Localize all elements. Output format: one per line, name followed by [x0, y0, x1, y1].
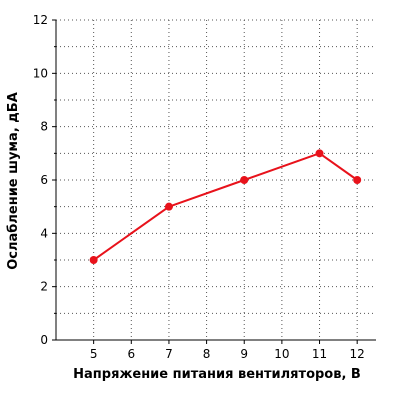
x-tick-label: 11 — [312, 347, 327, 361]
x-tick-label: 5 — [90, 347, 98, 361]
y-tick-label: 6 — [40, 173, 48, 187]
y-tick-label: 0 — [40, 333, 48, 347]
y-tick-label: 8 — [40, 120, 48, 134]
y-tick-label: 10 — [33, 66, 48, 80]
x-tick-label: 12 — [350, 347, 365, 361]
series-line — [93, 152, 358, 261]
data-point — [353, 176, 362, 184]
y-tick-label: 2 — [40, 280, 48, 294]
data-point — [315, 149, 324, 158]
grid — [56, 19, 376, 340]
data-point — [164, 202, 173, 211]
x-tick-label: 6 — [127, 347, 135, 361]
y-tick-label: 4 — [40, 226, 48, 240]
data-point — [89, 256, 98, 264]
y-axis-title: Ослабление шума, дБА — [6, 92, 21, 270]
series-layer — [89, 149, 362, 264]
y-tick-label: 12 — [33, 13, 48, 27]
ticks: 0 2 4 6 8 10 12 5 6 7 8 9 10 11 12 — [33, 13, 365, 361]
x-tick-label: 10 — [274, 347, 289, 361]
x-tick-label: 8 — [203, 347, 211, 361]
x-tick-label: 9 — [240, 347, 248, 361]
data-point — [240, 176, 249, 184]
x-axis-title: Напряжение питания вентиляторов, В — [73, 367, 361, 382]
x-tick-label: 7 — [165, 347, 173, 361]
